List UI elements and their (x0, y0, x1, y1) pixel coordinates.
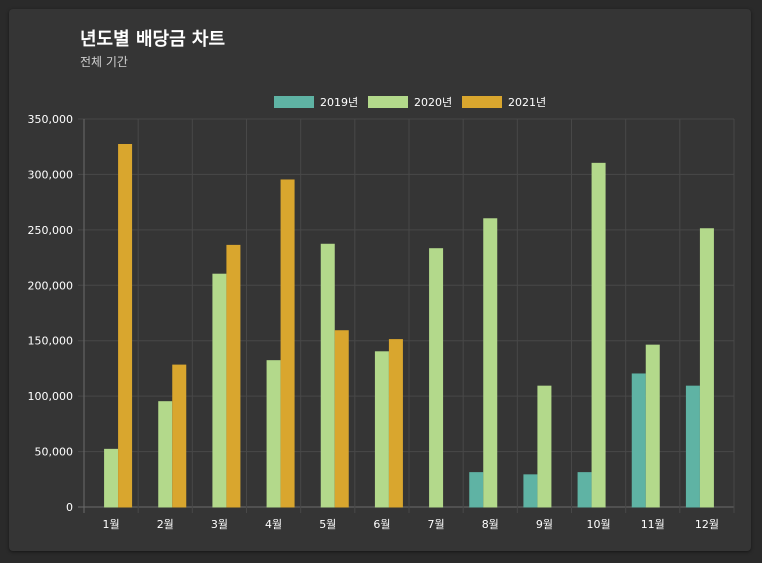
bar (226, 244, 241, 508)
bar (280, 179, 295, 508)
y-tick-label: 250,000 (28, 224, 74, 237)
bar (320, 243, 335, 508)
x-tick-label: 9월 (536, 518, 553, 531)
x-tick-label: 3월 (211, 518, 228, 531)
bar (266, 360, 281, 508)
legend-label: 2021년 (508, 96, 546, 109)
y-tick-label: 200,000 (28, 279, 74, 292)
bar (388, 339, 403, 508)
x-tick-label: 7월 (428, 518, 445, 531)
bar (577, 472, 592, 508)
x-tick-label: 11월 (641, 518, 665, 531)
y-axis: 0 50,000 100,000 150,000 200,000 250,000 300,0… (28, 113, 74, 514)
bar (172, 364, 187, 508)
x-tick-label: 10월 (587, 518, 611, 531)
x-tick-label: 2월 (157, 518, 174, 531)
bar (685, 385, 700, 508)
bar (374, 351, 389, 508)
y-tick-label: 300,000 (28, 168, 74, 181)
legend-label: 2020년 (414, 96, 452, 109)
bar (104, 448, 119, 508)
bar (699, 228, 714, 508)
bar (469, 472, 484, 508)
bar (645, 344, 660, 508)
x-tick-label: 8월 (482, 518, 499, 531)
bar (523, 474, 538, 508)
y-tick-label: 100,000 (28, 390, 74, 403)
bar (537, 385, 552, 508)
y-tick-label: 150,000 (28, 335, 74, 348)
grid-lines (78, 118, 735, 513)
chart-subtitle: 전체 기간 (80, 55, 128, 69)
x-tick-label: 5월 (319, 518, 336, 531)
x-tick-label: 1월 (103, 518, 120, 531)
legend-swatch (274, 96, 314, 108)
bar (631, 373, 646, 508)
chart-title: 년도별 배당금 차트 (80, 29, 226, 50)
legend-swatch (368, 96, 408, 108)
bar (118, 143, 133, 508)
x-tick-label: 12월 (695, 518, 719, 531)
bar (483, 218, 498, 508)
x-tick-label: 6월 (373, 518, 390, 531)
x-tick-label: 4월 (265, 518, 282, 531)
bar (334, 330, 349, 508)
legend-label: 2019년 (320, 96, 358, 109)
x-axis: 1월 2월 3월 4월 5월 6월 7월 8월 9월 10월 11월 12월 (103, 518, 719, 531)
legend-swatch (462, 96, 502, 108)
bars (104, 143, 714, 508)
bar (429, 248, 444, 508)
legend: 2019년 2020년 2021년 (274, 96, 546, 109)
bar (212, 273, 227, 508)
bar (158, 401, 173, 508)
bar (591, 162, 606, 508)
y-tick-label: 0 (66, 501, 73, 514)
y-tick-label: 350,000 (28, 113, 74, 126)
y-tick-label: 50,000 (35, 446, 74, 459)
